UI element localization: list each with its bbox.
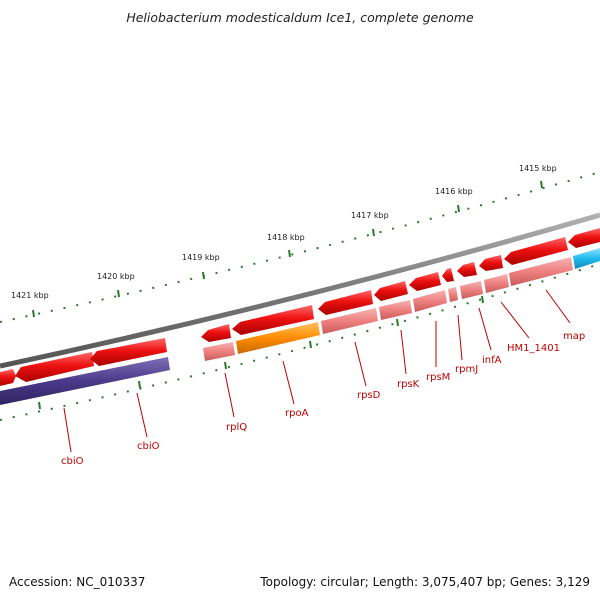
leader-line xyxy=(545,289,571,324)
tick-1417 xyxy=(372,228,375,237)
gene-arrow xyxy=(442,268,454,282)
kbp-label: 1418 kbp xyxy=(267,233,305,242)
gene-arrow xyxy=(568,228,600,248)
rpsK-band xyxy=(379,300,412,320)
rplQ-band xyxy=(203,342,235,361)
hm1-1401-band xyxy=(484,274,509,293)
gene-label-rplQ: rplQ xyxy=(226,422,247,433)
tick xyxy=(396,318,399,327)
lower-major-ticks xyxy=(38,295,484,410)
gene-label-rpsK: rpsK xyxy=(397,379,420,390)
kbp-label: 1416 kbp xyxy=(435,187,473,196)
tick-1420 xyxy=(117,289,120,298)
gene-arrow xyxy=(457,262,477,277)
leader-line xyxy=(400,329,407,375)
map-band xyxy=(573,248,600,269)
tick-1419 xyxy=(202,271,205,280)
page-title: Heliobacterium modesticaldum Ice1, compl… xyxy=(126,10,474,25)
gene-label-infA: infA xyxy=(482,355,502,366)
gene-label-map: map xyxy=(563,331,585,342)
tick xyxy=(224,361,227,370)
gene-arrow xyxy=(232,305,314,335)
genome-backbone xyxy=(0,212,600,369)
leader-line xyxy=(282,360,295,405)
gene-label-cbiO: cbiO xyxy=(61,456,84,467)
cbiO-band xyxy=(0,357,170,405)
gene-arrow xyxy=(409,272,441,291)
tick-1421 xyxy=(32,309,35,318)
tick xyxy=(309,340,312,349)
leader-line xyxy=(457,314,463,361)
kbp-labels: 1421 kbp 1420 kbp 1419 kbp 1418 kbp 1417… xyxy=(11,164,557,300)
gene-arrow xyxy=(0,369,16,386)
leader-line xyxy=(63,407,72,453)
tick-1416 xyxy=(457,204,460,213)
label-leaders xyxy=(63,289,571,453)
tick-1415 xyxy=(540,180,543,189)
rpmJ-band xyxy=(448,287,458,302)
leader-line xyxy=(224,372,235,418)
gene-labels: cbiO cbiO rplQ rpoA rpsD rpsK rpsM rpmJ … xyxy=(61,331,585,467)
kbp-label: 1417 kbp xyxy=(351,211,389,220)
gene-label-rpoA: rpoA xyxy=(285,408,309,419)
map-band-light xyxy=(509,257,573,286)
gene-label-rpsM: rpsM xyxy=(426,372,450,383)
gene-arrow xyxy=(318,290,373,315)
infA-band xyxy=(460,281,483,299)
tick xyxy=(138,380,141,389)
upper-tick-track xyxy=(0,171,600,323)
rpsM-band xyxy=(413,290,447,312)
tick-1418 xyxy=(288,249,291,258)
gene-arrow xyxy=(90,338,167,366)
gene-arrow xyxy=(15,352,94,382)
gene-label-hm1-1401: HM1_1401 xyxy=(507,343,560,354)
kbp-label: 1420 kbp xyxy=(97,272,135,281)
feature-band xyxy=(0,248,600,405)
major-ticks xyxy=(32,180,543,318)
genome-summary-text: Topology: circular; Length: 3,075,407 bp… xyxy=(260,575,590,589)
leader-line xyxy=(354,341,367,387)
kbp-label: 1419 kbp xyxy=(182,253,220,262)
gene-arrow xyxy=(479,255,503,271)
leader-line xyxy=(136,392,148,438)
rpsD-band xyxy=(321,308,378,334)
forward-genes xyxy=(0,228,600,386)
accession-text: Accession: NC_010337 xyxy=(9,575,146,589)
gene-label-cbiO: cbiO xyxy=(137,441,160,452)
kbp-label: 1415 kbp xyxy=(519,164,557,173)
gene-label-rpmJ: rpmJ xyxy=(455,364,478,375)
tick xyxy=(481,295,484,304)
tick xyxy=(38,401,41,410)
gene-label-rpsD: rpsD xyxy=(357,390,381,401)
gene-arrow xyxy=(201,324,231,342)
leader-line xyxy=(500,301,530,339)
leader-line xyxy=(478,307,492,351)
lower-tick-track xyxy=(0,263,600,421)
gene-arrow xyxy=(374,281,408,301)
gene-arrow xyxy=(504,237,568,265)
rpoA-band xyxy=(236,322,320,354)
kbp-label: 1421 kbp xyxy=(11,291,49,300)
